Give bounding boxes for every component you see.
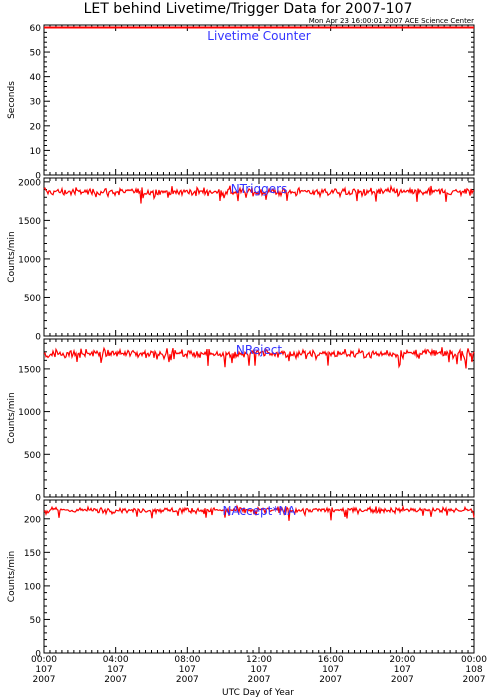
chart-title: LET behind Livetime/Trigger Data for 200… bbox=[84, 1, 413, 17]
svg-text:2007: 2007 bbox=[33, 675, 56, 685]
svg-text:2007: 2007 bbox=[391, 675, 414, 685]
panel-3: 0 500 1000 1500 Counts/min NReject bbox=[7, 338, 475, 504]
svg-text:108: 108 bbox=[465, 665, 482, 675]
svg-text:2007: 2007 bbox=[176, 675, 199, 685]
svg-text:107: 107 bbox=[35, 665, 52, 675]
panel-title: NReject bbox=[236, 343, 282, 357]
timestamp-label: Mon Apr 23 16:00:01 2007 ACE Science Cen… bbox=[309, 17, 474, 25]
y-axis-label: Counts/min bbox=[7, 231, 17, 282]
y-tick-label: 40 bbox=[30, 73, 42, 83]
y-tick-label: 1500 bbox=[18, 365, 41, 375]
y-tick-label: 20 bbox=[30, 122, 42, 132]
panel-title: NAccept*NA bbox=[222, 504, 296, 518]
svg-text:08:00: 08:00 bbox=[174, 655, 200, 665]
svg-text:00:00: 00:00 bbox=[461, 655, 487, 665]
y-axis-label: Counts/min bbox=[7, 551, 17, 602]
panel-4: 0 50 100 150 200 Counts/min NAccept*NA bbox=[7, 499, 475, 660]
series-line bbox=[43, 184, 475, 204]
plot-frame bbox=[43, 24, 475, 176]
svg-text:20:00: 20:00 bbox=[389, 655, 415, 665]
y-tick-label: 2000 bbox=[18, 178, 41, 188]
svg-text:12:00: 12:00 bbox=[246, 655, 272, 665]
y-tick-label: 200 bbox=[24, 515, 41, 525]
y-tick-label: 0 bbox=[35, 494, 41, 504]
series-line bbox=[43, 346, 475, 369]
y-axis-label: Seconds bbox=[7, 81, 17, 119]
y-tick-label: 60 bbox=[30, 24, 42, 34]
y-tick-label: 50 bbox=[30, 49, 42, 59]
panel-1: 0 10 20 30 40 50 60 Seconds Livetime Counter bbox=[7, 24, 475, 182]
x-axis-label: UTC Day of Year bbox=[222, 688, 294, 698]
y-tick-label: 50 bbox=[30, 616, 42, 626]
plot-frame bbox=[43, 338, 475, 498]
plot-frame bbox=[43, 499, 475, 654]
y-axis-label: Counts/min bbox=[7, 392, 17, 443]
svg-text:107: 107 bbox=[394, 665, 411, 675]
svg-text:16:00: 16:00 bbox=[318, 655, 344, 665]
y-tick-label: 30 bbox=[30, 98, 42, 108]
y-tick-label: 500 bbox=[24, 294, 41, 304]
plot-frame bbox=[43, 177, 475, 337]
svg-text:00:00: 00:00 bbox=[31, 655, 57, 665]
panel-2: 0 500 1000 1500 2000 Counts/min NTriggers bbox=[7, 177, 475, 343]
y-tick-label: 0 bbox=[35, 650, 41, 660]
svg-text:2007: 2007 bbox=[319, 675, 342, 685]
svg-text:107: 107 bbox=[250, 665, 267, 675]
svg-text:2007: 2007 bbox=[463, 675, 486, 685]
y-tick-label: 100 bbox=[24, 582, 41, 592]
svg-text:107: 107 bbox=[179, 665, 196, 675]
y-tick-label: 0 bbox=[35, 172, 41, 182]
x-axis: 00:00107200704:00107200708:00107200712:0… bbox=[31, 655, 487, 685]
y-tick-label: 1500 bbox=[18, 217, 41, 227]
y-tick-label: 500 bbox=[24, 451, 41, 461]
svg-text:04:00: 04:00 bbox=[103, 655, 129, 665]
y-tick-label: 150 bbox=[24, 549, 41, 559]
panel-title: Livetime Counter bbox=[207, 29, 310, 43]
series-line bbox=[43, 504, 475, 521]
svg-text:2007: 2007 bbox=[104, 675, 127, 685]
svg-text:107: 107 bbox=[322, 665, 339, 675]
panel-title: NTriggers bbox=[231, 182, 288, 196]
svg-text:2007: 2007 bbox=[248, 675, 271, 685]
y-tick-label: 0 bbox=[35, 333, 41, 343]
svg-text:107: 107 bbox=[107, 665, 124, 675]
y-tick-label: 1000 bbox=[18, 408, 41, 418]
y-tick-label: 10 bbox=[30, 147, 42, 157]
y-tick-label: 1000 bbox=[18, 255, 41, 265]
